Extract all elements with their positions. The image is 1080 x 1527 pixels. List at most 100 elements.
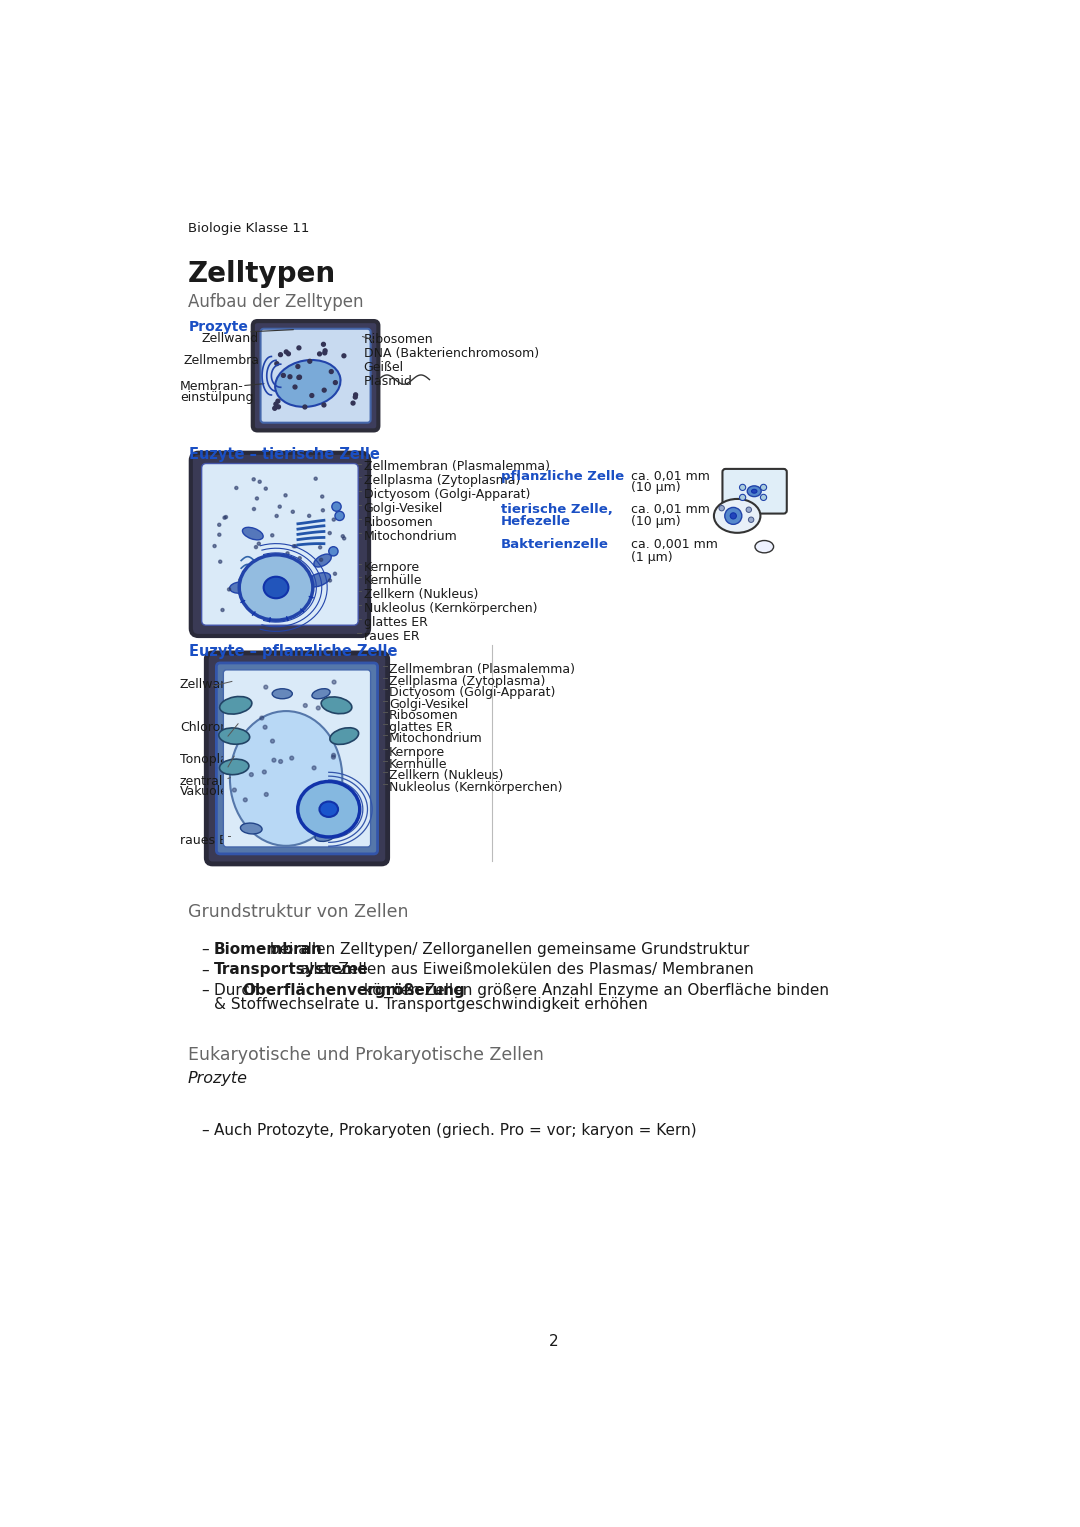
Circle shape <box>271 739 274 744</box>
Circle shape <box>283 556 286 559</box>
Text: Ribosomen: Ribosomen <box>364 333 433 347</box>
FancyBboxPatch shape <box>253 321 378 431</box>
Circle shape <box>257 542 260 545</box>
Text: Plasmid: Plasmid <box>364 376 413 388</box>
Ellipse shape <box>230 582 253 594</box>
Circle shape <box>322 342 325 347</box>
Circle shape <box>234 487 238 490</box>
Circle shape <box>239 592 242 596</box>
Circle shape <box>323 348 327 353</box>
Circle shape <box>333 680 336 684</box>
Text: Euzyte – pflanzliche Zelle: Euzyte – pflanzliche Zelle <box>189 644 397 658</box>
Circle shape <box>332 753 336 757</box>
Text: Vakuole: Vakuole <box>180 785 229 797</box>
Circle shape <box>310 394 314 397</box>
Text: –: – <box>202 962 210 977</box>
Ellipse shape <box>314 554 332 567</box>
Ellipse shape <box>755 541 773 553</box>
Circle shape <box>255 496 258 499</box>
Circle shape <box>341 534 345 538</box>
Circle shape <box>328 547 338 556</box>
Circle shape <box>243 799 247 802</box>
Text: Kernpore: Kernpore <box>364 560 420 574</box>
Text: Aufbau der Zelltypen: Aufbau der Zelltypen <box>188 293 363 312</box>
Text: Prozyte: Prozyte <box>189 319 249 333</box>
Text: Mitochondrium: Mitochondrium <box>364 530 457 542</box>
Text: Prozyte: Prozyte <box>188 1070 247 1086</box>
FancyBboxPatch shape <box>206 654 388 864</box>
Ellipse shape <box>242 527 264 541</box>
Text: Auch Protozyte, Prokaryoten (griech. Pro = vor; karyon = Kern): Auch Protozyte, Prokaryoten (griech. Pro… <box>214 1122 697 1138</box>
Circle shape <box>218 524 220 527</box>
Text: Golgi-Vesikel: Golgi-Vesikel <box>364 502 443 515</box>
Text: Membran-: Membran- <box>180 380 244 394</box>
Circle shape <box>272 759 275 762</box>
Circle shape <box>323 351 326 354</box>
Text: DNA (Bakterienchromosom): DNA (Bakterienchromosom) <box>364 347 539 360</box>
Circle shape <box>213 545 216 548</box>
FancyBboxPatch shape <box>260 328 370 423</box>
Circle shape <box>285 586 287 589</box>
Circle shape <box>279 505 281 508</box>
Circle shape <box>225 516 228 519</box>
Circle shape <box>252 478 255 481</box>
Text: Oberflächenvergrößerung: Oberflächenvergrößerung <box>242 983 464 999</box>
Circle shape <box>284 350 288 354</box>
Circle shape <box>343 831 347 834</box>
Circle shape <box>314 476 318 479</box>
Circle shape <box>286 351 291 356</box>
Circle shape <box>348 809 352 812</box>
Text: Geißel: Geißel <box>364 360 404 374</box>
Text: Dictyosom (Golgi-Apparat): Dictyosom (Golgi-Apparat) <box>364 489 530 501</box>
Ellipse shape <box>264 577 288 599</box>
Circle shape <box>292 510 295 513</box>
Ellipse shape <box>321 696 352 713</box>
Circle shape <box>258 479 261 483</box>
Text: Nukleolus (Kernkörperchen): Nukleolus (Kernkörperchen) <box>389 780 563 794</box>
Circle shape <box>322 403 326 406</box>
Text: Zellkern (Nukleus): Zellkern (Nukleus) <box>364 588 478 602</box>
Circle shape <box>328 579 332 582</box>
Circle shape <box>308 359 312 363</box>
Text: aller Zellen aus Eiweißmolekülen des Plasmas/ Membranen: aller Zellen aus Eiweißmolekülen des Pla… <box>295 962 754 977</box>
Circle shape <box>293 385 297 389</box>
Text: (10 μm): (10 μm) <box>631 515 680 528</box>
Circle shape <box>292 599 295 602</box>
Circle shape <box>339 699 342 704</box>
Circle shape <box>730 513 737 519</box>
Text: glattes ER: glattes ER <box>364 615 428 629</box>
Text: Zellmembran: Zellmembran <box>184 354 268 366</box>
Circle shape <box>760 495 767 501</box>
Circle shape <box>288 374 292 379</box>
Circle shape <box>286 551 289 554</box>
Text: Tonoplast: Tonoplast <box>180 753 239 767</box>
Circle shape <box>274 402 278 406</box>
FancyBboxPatch shape <box>224 670 370 847</box>
Circle shape <box>334 380 337 385</box>
Circle shape <box>221 608 224 611</box>
Circle shape <box>293 545 296 548</box>
Circle shape <box>249 773 254 777</box>
Circle shape <box>265 487 268 490</box>
Circle shape <box>748 518 754 522</box>
Text: Euzyte – tierische Zelle: Euzyte – tierische Zelle <box>189 446 380 461</box>
Circle shape <box>259 577 262 580</box>
Text: Bakterienzelle: Bakterienzelle <box>501 538 609 551</box>
Circle shape <box>262 770 267 774</box>
Ellipse shape <box>714 499 760 533</box>
Circle shape <box>303 405 307 409</box>
Text: Zellkern (Nukleus): Zellkern (Nukleus) <box>389 770 503 782</box>
Text: ca. 0,01 mm: ca. 0,01 mm <box>631 502 710 516</box>
Circle shape <box>294 545 297 548</box>
Circle shape <box>252 596 255 599</box>
Circle shape <box>265 793 268 797</box>
Text: & Stoffwechselrate u. Transportgeschwindigkeit erhöhen: & Stoffwechselrate u. Transportgeschwind… <box>214 997 648 1012</box>
Text: Zellmembran (Plasmalemma): Zellmembran (Plasmalemma) <box>364 461 550 473</box>
Ellipse shape <box>320 802 338 817</box>
Text: Biologie Klasse 11: Biologie Klasse 11 <box>188 221 309 235</box>
Circle shape <box>254 562 257 565</box>
Text: können Zellen größere Anzahl Enzyme an Oberfläche binden: können Zellen größere Anzahl Enzyme an O… <box>359 983 828 999</box>
Circle shape <box>222 516 226 519</box>
Circle shape <box>313 812 316 817</box>
FancyBboxPatch shape <box>723 469 786 513</box>
